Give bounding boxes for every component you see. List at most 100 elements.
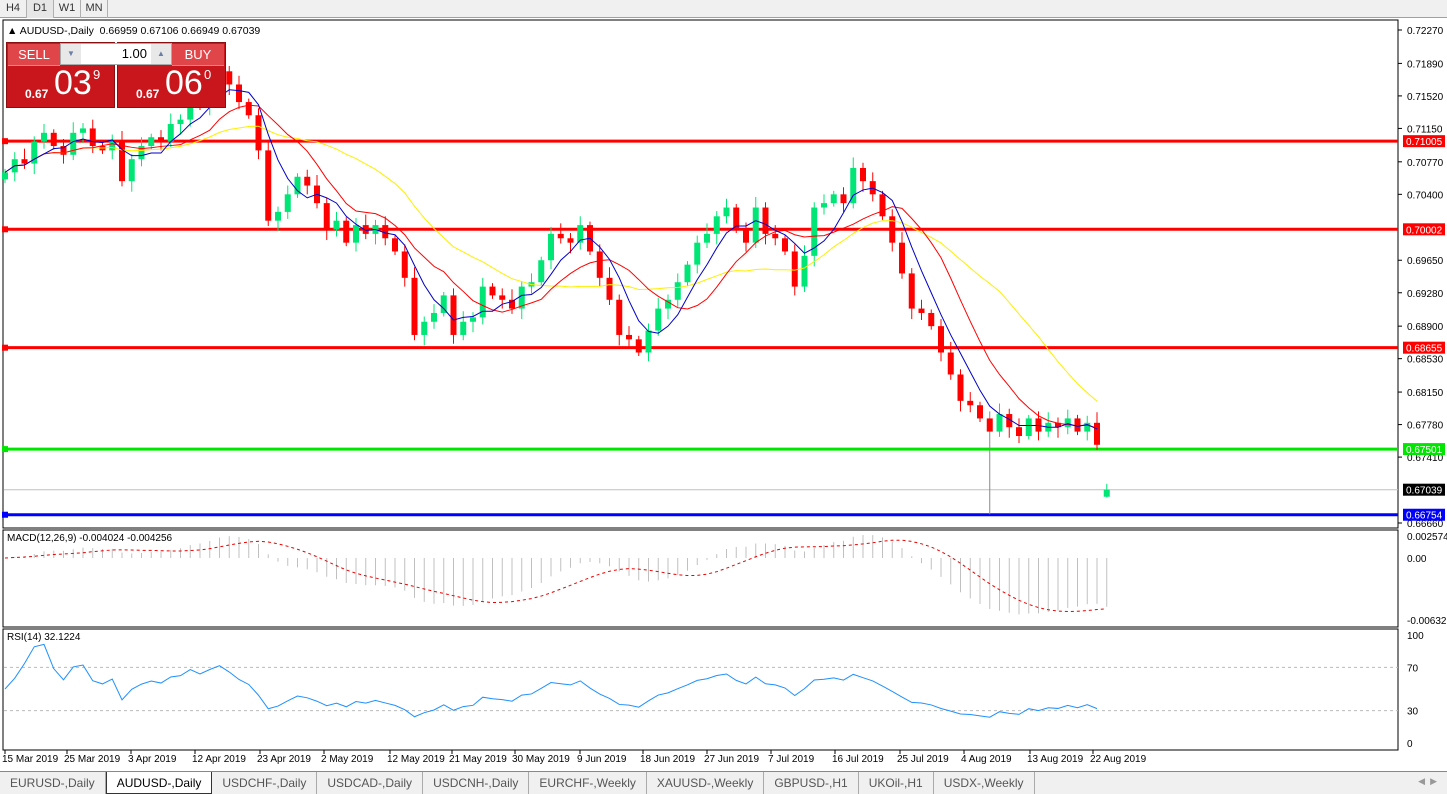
date-axis-label: 30 May 2019 — [512, 754, 570, 765]
candle-body — [1016, 427, 1022, 436]
sell-price[interactable]: 0.67 03 9 — [7, 64, 114, 107]
candle-body — [665, 299, 671, 309]
tab-gbpusd-h1[interactable]: GBPUSD-,H1 — [764, 772, 859, 794]
tab-usdchf-daily[interactable]: USDCHF-,Daily — [212, 772, 318, 794]
tab-eurusd-daily[interactable]: EURUSD-,Daily — [0, 772, 106, 794]
candle-body — [616, 299, 623, 335]
price-axis-label: 0.72270 — [1407, 26, 1444, 37]
bid-price-label: 0.67039 — [1406, 486, 1443, 497]
macd-axis-label: 0.002574 — [1407, 532, 1447, 543]
sell-button[interactable]: SELL — [8, 44, 60, 66]
candle-body — [509, 299, 515, 309]
macd-axis-label: -0.006326 — [1407, 616, 1447, 627]
candle-body — [723, 207, 730, 217]
date-axis-label: 25 Mar 2019 — [64, 754, 121, 765]
date-axis-label: 18 Jun 2019 — [640, 754, 695, 765]
tab-usdx-weekly[interactable]: USDX-,Weekly — [934, 772, 1035, 794]
timeframe-h4[interactable]: H4 — [0, 0, 27, 18]
candle-body — [245, 102, 252, 116]
date-axis-label: 9 Jun 2019 — [577, 754, 627, 765]
candle-body — [957, 374, 964, 401]
candle-body — [772, 233, 779, 239]
date-axis-label: 21 May 2019 — [449, 754, 507, 765]
candle-body — [392, 238, 398, 252]
price-axis-label: 0.66660 — [1407, 519, 1444, 530]
lot-size-input[interactable]: 1.00 — [121, 46, 147, 61]
lot-increase-icon[interactable]: ▲ — [151, 44, 171, 64]
lot-size-stepper[interactable]: ▼ 1.00 ▲ — [60, 43, 172, 65]
candle-body — [21, 159, 28, 164]
buy-price-prefix: 0.67 — [136, 87, 160, 101]
tab-xauusd-weekly[interactable]: XAUUSD-,Weekly — [647, 772, 765, 794]
candle-body — [41, 132, 47, 142]
price-axis-label: 0.69280 — [1407, 289, 1444, 300]
timeframe-d1[interactable]: D1 — [27, 0, 54, 18]
candle-body — [879, 194, 886, 217]
candle-body — [167, 124, 174, 142]
candle-body — [489, 286, 496, 296]
rsi-axis-label: 100 — [1407, 631, 1424, 642]
candle-body — [1064, 418, 1071, 428]
candle-body — [226, 71, 233, 85]
ohlc-values: 0.66959 0.67106 0.66949 0.67039 — [99, 25, 261, 37]
price-axis-label: 0.71150 — [1407, 124, 1443, 135]
tab-ukoil-h1[interactable]: UKOil-,H1 — [859, 772, 934, 794]
chart-tabs: EURUSD-,Daily AUDUSD-,Daily USDCHF-,Daily U… — [0, 771, 1447, 794]
candle-body — [460, 321, 467, 335]
buy-button[interactable]: BUY — [172, 44, 224, 66]
candle-body — [382, 225, 389, 239]
candle-body — [148, 137, 155, 146]
rsi-line — [4, 643, 1098, 718]
level-handle — [2, 226, 8, 233]
date-axis-label: 12 May 2019 — [387, 754, 445, 765]
candle-body — [1094, 422, 1100, 445]
candle-body — [50, 132, 57, 146]
candle-body — [275, 211, 281, 221]
rsi-panel — [2, 628, 1399, 751]
sell-price-prefix: 0.67 — [25, 87, 49, 101]
level-handle — [2, 344, 8, 351]
bid-price-tag — [1403, 483, 1445, 496]
candle-body — [60, 146, 67, 155]
date-axis-label: 16 Jul 2019 — [832, 754, 884, 765]
candle-body — [1025, 418, 1032, 436]
level-price-tag — [1403, 135, 1445, 148]
tab-eurchf-weekly[interactable]: EURCHF-,Weekly — [529, 772, 647, 794]
candle-body — [304, 176, 311, 186]
candle-body — [362, 225, 369, 234]
candle-body — [635, 339, 642, 353]
tab-usdcnh-daily[interactable]: USDCNH-,Daily — [423, 772, 530, 794]
candle-body — [80, 128, 86, 133]
date-axis-label: 23 Apr 2019 — [257, 754, 311, 765]
level-price-tag — [1403, 508, 1445, 521]
candle-body — [655, 308, 662, 331]
moving-average-line — [4, 89, 1098, 430]
candle-body — [333, 220, 340, 230]
tab-audusd-daily[interactable]: AUDUSD-,Daily — [105, 772, 213, 794]
price-axis-label: 0.68150 — [1407, 388, 1444, 399]
timeframe-mn[interactable]: MN — [81, 0, 108, 18]
candle-body — [791, 251, 798, 287]
candle-body — [840, 194, 847, 204]
candle-body — [918, 308, 925, 313]
candle-body — [1074, 418, 1081, 432]
date-axis-label: 27 Jun 2019 — [704, 754, 759, 765]
tab-scroll-arrows-icon[interactable]: ◀ ▶ — [1418, 776, 1437, 786]
chart-canvas[interactable]: 0.72270 0.71890 0.71520 0.71150 0.70770 0.704… — [0, 19, 1447, 771]
candle-body — [499, 295, 506, 300]
candle-body — [889, 216, 896, 243]
candle-body — [684, 264, 691, 283]
lot-decrease-icon[interactable]: ▼ — [61, 44, 81, 64]
candle-body — [626, 334, 632, 340]
candle-body — [518, 286, 525, 309]
candle-body — [1084, 422, 1091, 432]
level-handle — [2, 446, 8, 453]
tab-usdcad-daily[interactable]: USDCAD-,Daily — [317, 772, 424, 794]
level-price-label: 0.70002 — [1406, 225, 1443, 236]
buy-price[interactable]: 0.67 06 0 — [118, 64, 225, 107]
candle-body — [1103, 489, 1110, 497]
timeframe-w1[interactable]: W1 — [54, 0, 81, 18]
candle-body — [479, 286, 486, 318]
candle-body — [713, 216, 720, 234]
candle-body — [401, 251, 408, 278]
